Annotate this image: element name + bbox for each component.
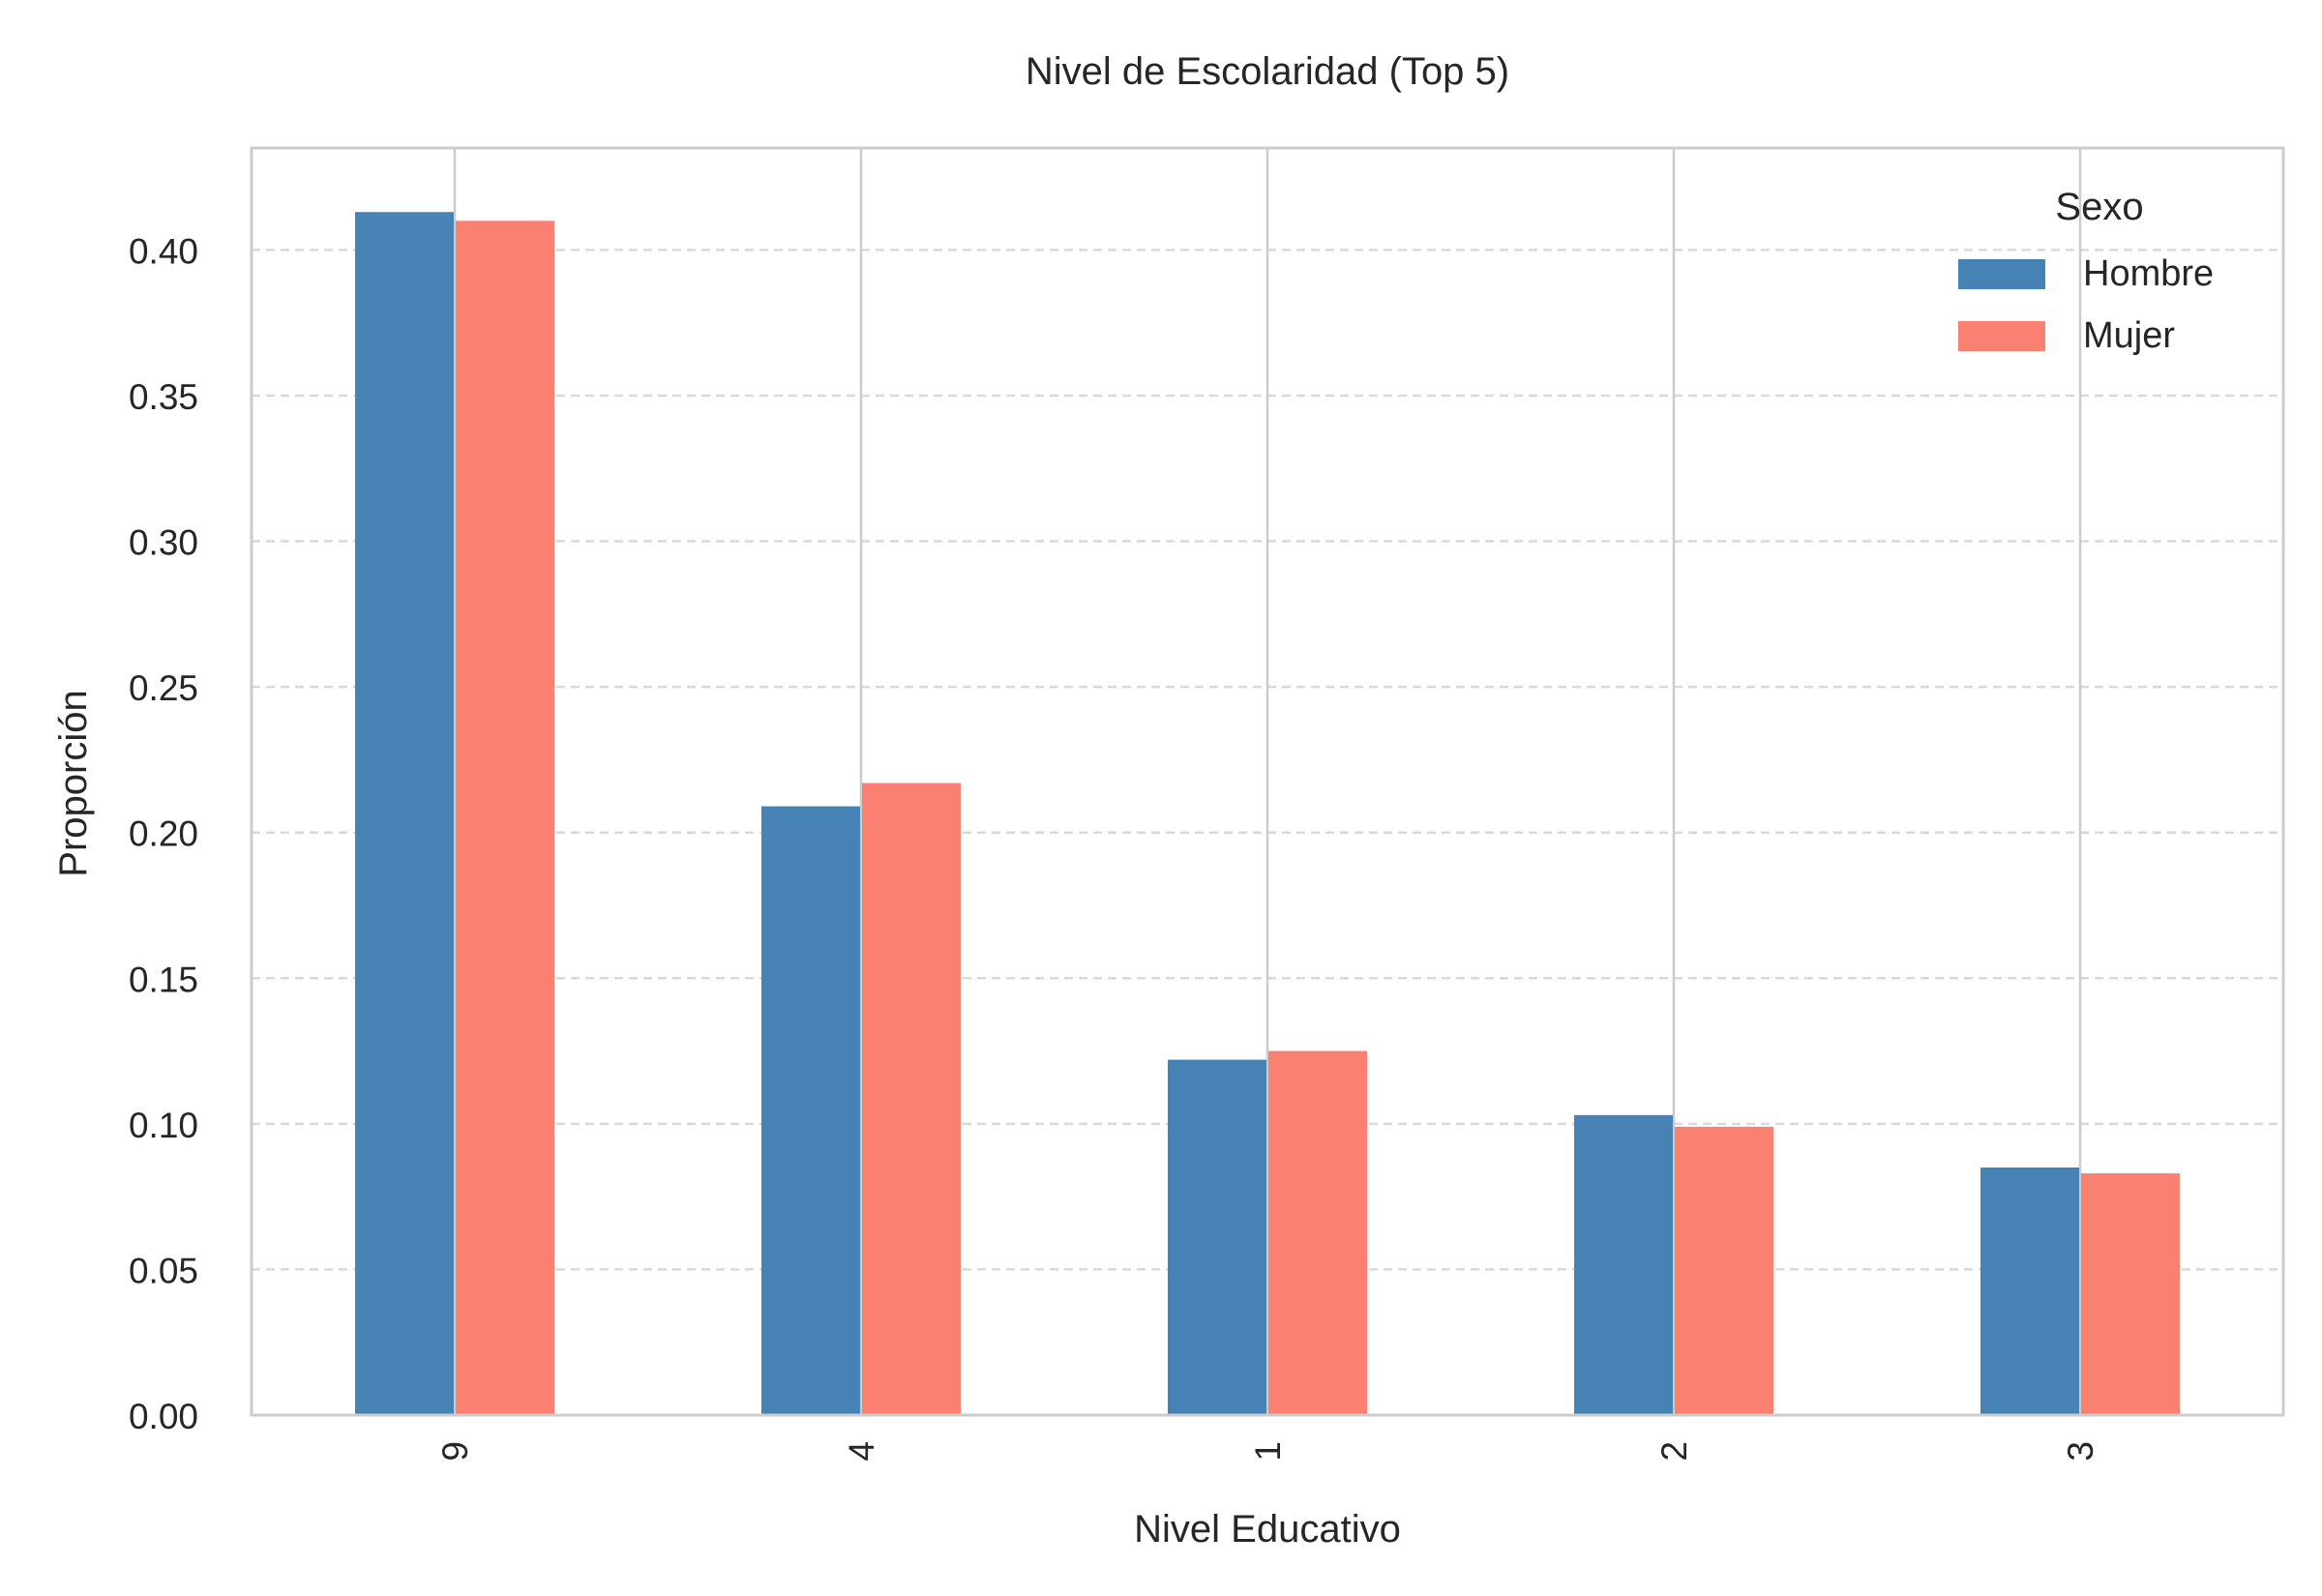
y-axis-label: Proporción [52, 690, 95, 876]
bar-mujer-3 [2081, 1173, 2180, 1415]
grid [252, 148, 2283, 1415]
bar-mujer-2 [1675, 1126, 1773, 1415]
legend-title: Sexo [2055, 186, 2143, 228]
plot-frame [250, 146, 2285, 1417]
legend-label-mujer: Mujer [2083, 315, 2175, 356]
chart-title: Nivel de Escolaridad (Top 5) [1026, 50, 1509, 93]
y-tick-label: 0.10 [129, 1106, 198, 1145]
bar-mujer-9 [456, 221, 554, 1415]
y-tick-label: 0.40 [129, 231, 198, 271]
x-axis-ticks: 9 4 1 2 3 [435, 1441, 2100, 1462]
y-tick-label: 0.35 [129, 377, 198, 417]
bar-hombre-1 [1168, 1059, 1266, 1415]
y-axis-ticks: 0.00 0.05 0.10 0.15 0.20 0.25 0.30 0.35 0.40 [129, 231, 198, 1436]
x-tick-label: 2 [1654, 1441, 1694, 1462]
bar-hombre-2 [1574, 1114, 1673, 1415]
bar-hombre-9 [355, 212, 454, 1415]
y-tick-label: 0.05 [129, 1251, 198, 1290]
bar-hombre-3 [1980, 1167, 2079, 1415]
x-tick-label: 3 [2061, 1441, 2100, 1462]
x-axis-label: Nivel Educativo [1134, 1508, 1401, 1551]
y-tick-label: 0.15 [129, 960, 198, 999]
bar-mujer-4 [862, 783, 961, 1415]
y-tick-label: 0.00 [129, 1397, 198, 1436]
legend-swatch-hombre [1958, 259, 2045, 289]
bars [355, 212, 2180, 1415]
y-tick-label: 0.25 [129, 668, 198, 708]
bar-hombre-4 [761, 806, 860, 1415]
x-tick-label: 1 [1248, 1441, 1288, 1462]
legend-label-hombre: Hombre [2083, 253, 2214, 294]
y-tick-label: 0.30 [129, 523, 198, 563]
bar-mujer-1 [1268, 1050, 1367, 1415]
y-tick-label: 0.20 [129, 814, 198, 854]
legend-items: Hombre Mujer [1958, 253, 2214, 356]
x-tick-label: 4 [842, 1441, 881, 1462]
x-tick-label: 9 [435, 1441, 475, 1462]
legend: Sexo Hombre Mujer [1958, 186, 2214, 356]
legend-swatch-mujer [1958, 321, 2045, 351]
